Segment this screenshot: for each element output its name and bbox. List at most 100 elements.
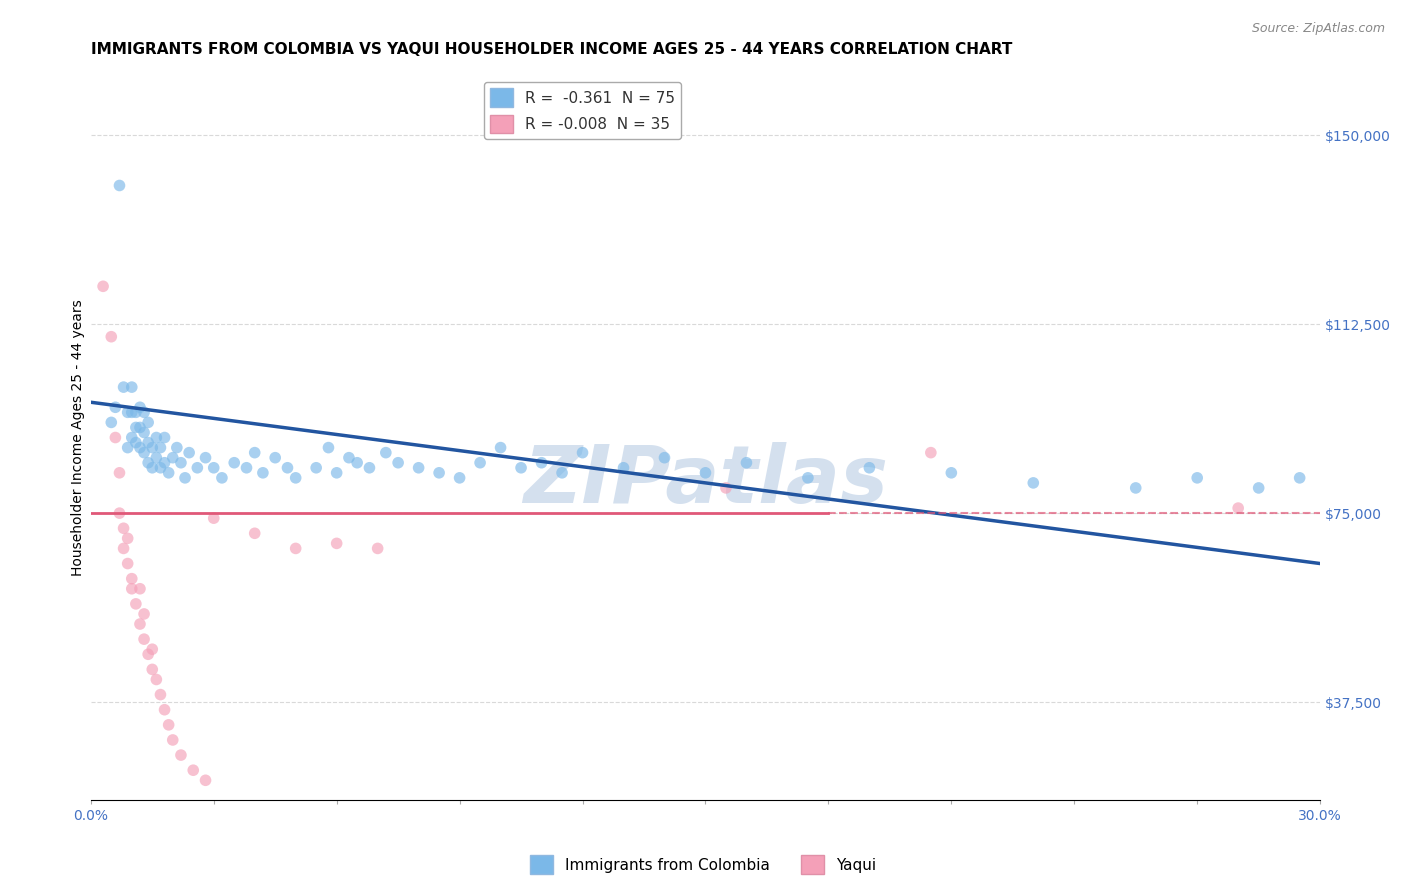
Point	[235, 460, 257, 475]
Point	[125, 435, 148, 450]
Point	[117, 405, 139, 419]
Point	[179, 445, 201, 459]
Point	[162, 450, 184, 465]
Point	[941, 466, 963, 480]
Point	[181, 763, 204, 777]
Point	[125, 420, 148, 434]
Point	[735, 456, 758, 470]
Point	[211, 471, 233, 485]
Point	[112, 541, 135, 556]
Point	[129, 617, 152, 632]
Point	[170, 748, 193, 763]
Point	[224, 456, 246, 470]
Point	[153, 703, 176, 717]
Point	[284, 471, 307, 485]
Point	[427, 466, 450, 480]
Point	[117, 441, 139, 455]
Point	[571, 445, 593, 459]
Point	[136, 456, 159, 470]
Point	[612, 460, 634, 475]
Point	[149, 460, 172, 475]
Point	[141, 441, 163, 455]
Point	[318, 441, 340, 455]
Point	[284, 541, 307, 556]
Point	[243, 526, 266, 541]
Point	[1022, 475, 1045, 490]
Point	[920, 445, 942, 459]
Point	[125, 405, 148, 419]
Point	[166, 441, 188, 455]
Point	[714, 481, 737, 495]
Point	[145, 673, 167, 687]
Point	[145, 430, 167, 444]
Point	[141, 642, 163, 657]
Point	[129, 420, 152, 434]
Point	[104, 430, 127, 444]
Point	[359, 460, 381, 475]
Point	[112, 380, 135, 394]
Point	[374, 445, 396, 459]
Point	[136, 647, 159, 661]
Point	[186, 460, 208, 475]
Point	[530, 456, 553, 470]
Point	[121, 380, 143, 394]
Point	[797, 471, 820, 485]
Point	[202, 511, 225, 525]
Point	[1227, 501, 1250, 516]
Text: IMMIGRANTS FROM COLOMBIA VS YAQUI HOUSEHOLDER INCOME AGES 25 - 44 YEARS CORRELAT: IMMIGRANTS FROM COLOMBIA VS YAQUI HOUSEH…	[91, 42, 1012, 57]
Point	[129, 401, 152, 415]
Point	[121, 430, 143, 444]
Point	[104, 401, 127, 415]
Point	[121, 582, 143, 596]
Point	[170, 456, 193, 470]
Point	[117, 557, 139, 571]
Point	[108, 506, 131, 520]
Y-axis label: Householder Income Ages 25 - 44 years: Householder Income Ages 25 - 44 years	[72, 299, 86, 576]
Point	[264, 450, 287, 465]
Point	[108, 178, 131, 193]
Point	[149, 441, 172, 455]
Point	[1185, 471, 1208, 485]
Point	[153, 430, 176, 444]
Point	[149, 688, 172, 702]
Point	[367, 541, 389, 556]
Point	[129, 441, 152, 455]
Point	[132, 632, 155, 647]
Point	[695, 466, 717, 480]
Point	[136, 435, 159, 450]
Point	[162, 733, 184, 747]
Point	[325, 466, 347, 480]
Point	[1288, 471, 1310, 485]
Point	[387, 456, 409, 470]
Point	[510, 460, 533, 475]
Point	[551, 466, 574, 480]
Point	[100, 329, 122, 343]
Point	[252, 466, 274, 480]
Point	[346, 456, 368, 470]
Point	[108, 466, 131, 480]
Point	[132, 425, 155, 440]
Point	[243, 445, 266, 459]
Point	[1125, 481, 1147, 495]
Point	[141, 460, 163, 475]
Point	[129, 582, 152, 596]
Point	[325, 536, 347, 550]
Point	[468, 456, 491, 470]
Legend: R =  -0.361  N = 75, R = -0.008  N = 35: R = -0.361 N = 75, R = -0.008 N = 35	[484, 82, 682, 139]
Point	[157, 466, 180, 480]
Point	[858, 460, 880, 475]
Point	[305, 460, 328, 475]
Text: Source: ZipAtlas.com: Source: ZipAtlas.com	[1251, 22, 1385, 36]
Point	[276, 460, 298, 475]
Point	[194, 773, 217, 788]
Point	[100, 416, 122, 430]
Point	[489, 441, 512, 455]
Point	[194, 450, 217, 465]
Point	[145, 450, 167, 465]
Point	[132, 445, 155, 459]
Point	[153, 456, 176, 470]
Point	[408, 460, 430, 475]
Point	[91, 279, 114, 293]
Point	[121, 405, 143, 419]
Point	[125, 597, 148, 611]
